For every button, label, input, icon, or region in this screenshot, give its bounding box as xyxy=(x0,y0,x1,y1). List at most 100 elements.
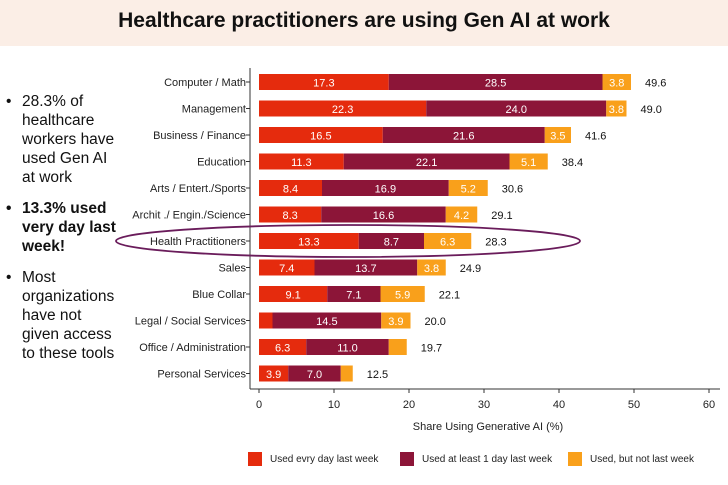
category-label: Sales xyxy=(218,263,246,275)
bullet-item: • 13.3% used very day last week! xyxy=(6,199,118,256)
data-label: 7.0 xyxy=(307,369,322,381)
legend-item-not-last-week: Used, but not last week xyxy=(568,452,694,466)
bar-segment xyxy=(388,339,407,355)
bar-segment xyxy=(272,312,382,329)
bullet-text: 13.3% used very day last week! xyxy=(22,200,116,255)
data-label: 8.3 xyxy=(282,210,297,222)
x-tick-label: 40 xyxy=(553,399,565,411)
data-label: 16.5 xyxy=(310,131,331,143)
legend-swatch-daily xyxy=(248,452,262,466)
x-tick-label: 60 xyxy=(703,399,715,411)
category-label: Arts / Entert./Sports xyxy=(150,183,246,195)
total-label: 28.3 xyxy=(485,237,506,249)
total-label: 22.1 xyxy=(439,290,460,302)
total-label: 24.9 xyxy=(460,263,481,275)
bar-segment xyxy=(606,100,627,117)
page-title: Healthcare practitioners are using Gen A… xyxy=(118,9,610,32)
category-label: Management xyxy=(182,104,246,116)
bar-segment xyxy=(388,74,603,90)
x-tick-label: 20 xyxy=(403,399,415,411)
x-axis-label: Share Using Generative AI (%) xyxy=(413,421,563,433)
data-label: 13.3 xyxy=(298,237,319,249)
data-label: 3.8 xyxy=(424,263,439,275)
bar-segment xyxy=(259,206,322,223)
category-label: Legal / Social Services xyxy=(135,316,247,328)
legend-label: Used evry day last week xyxy=(270,453,379,465)
bullet-dot: • xyxy=(6,269,12,286)
category-label: Personal Services xyxy=(157,369,246,381)
category-label: Business / Finance xyxy=(153,130,246,142)
bar-segment xyxy=(259,312,273,329)
bullet-item: • 28.3% of healthcare workers have used … xyxy=(6,92,118,187)
bar-segment xyxy=(259,233,359,249)
bar-segment xyxy=(259,286,328,302)
bar-segment xyxy=(417,259,446,276)
data-label: 13.7 xyxy=(355,263,376,275)
data-label: 22.1 xyxy=(416,157,437,169)
data-label: 5.2 xyxy=(461,184,476,196)
bar-segment xyxy=(259,259,315,276)
bar-segment xyxy=(509,153,548,170)
category-label: Blue Collar xyxy=(192,289,246,301)
category-label: Computer / Math xyxy=(164,77,246,89)
data-label: 21.6 xyxy=(453,131,474,143)
data-label: 3.9 xyxy=(388,316,403,328)
title-band xyxy=(0,0,728,46)
total-label: 12.5 xyxy=(367,369,388,381)
total-label: 29.1 xyxy=(491,210,512,222)
data-label: 5.9 xyxy=(395,290,410,302)
bar-segment xyxy=(426,100,607,117)
bar-segment xyxy=(380,286,425,302)
bar-segment xyxy=(424,233,472,249)
bullet-dot: • xyxy=(6,93,12,110)
bar-segment xyxy=(382,127,545,143)
bar-segment xyxy=(544,127,571,143)
category-label: Office / Administration xyxy=(139,342,246,354)
bar-segment xyxy=(259,180,322,196)
data-label: 6.3 xyxy=(440,237,455,249)
category-label: Education xyxy=(197,157,246,169)
bar-segment xyxy=(288,365,341,382)
data-label: 28.5 xyxy=(485,78,506,90)
bar-segment xyxy=(340,365,353,382)
data-label: 24.0 xyxy=(506,104,527,116)
total-label: 49.6 xyxy=(645,78,666,90)
bar-segment xyxy=(259,339,307,355)
bullet-text: Most organizations have not given access… xyxy=(22,269,115,362)
legend-label: Used at least 1 day last week xyxy=(422,453,553,465)
bar-segment xyxy=(358,233,424,249)
bar-segment xyxy=(327,286,381,302)
x-tick-label: 50 xyxy=(628,399,640,411)
total-label: 41.6 xyxy=(585,131,606,143)
data-label: 3.8 xyxy=(609,104,624,116)
data-label: 3.5 xyxy=(550,131,565,143)
total-label: 19.7 xyxy=(421,343,442,355)
total-label: 30.6 xyxy=(502,184,523,196)
bar-segment xyxy=(445,206,478,223)
bar-segment xyxy=(259,153,344,170)
bar-segment xyxy=(259,100,427,117)
bar-segment xyxy=(314,259,418,276)
data-label: 4.2 xyxy=(454,210,469,222)
data-label: 14.5 xyxy=(316,316,337,328)
data-label: 16.6 xyxy=(373,210,394,222)
data-label: 11.0 xyxy=(337,343,358,355)
bar-segment xyxy=(321,206,446,223)
data-label: 9.1 xyxy=(285,290,300,302)
total-label: 20.0 xyxy=(425,316,446,328)
data-label: 7.4 xyxy=(279,263,294,275)
legend-swatch-weekly xyxy=(400,452,414,466)
category-label: Health Practitioners xyxy=(150,236,246,248)
bar-segment xyxy=(322,180,449,196)
bar-segment xyxy=(259,74,389,90)
bar-segment xyxy=(259,365,289,382)
data-label: 16.9 xyxy=(375,184,396,196)
bar-segment xyxy=(306,339,389,355)
data-label: 17.3 xyxy=(313,78,334,90)
total-label: 38.4 xyxy=(562,157,583,169)
data-label: 3.9 xyxy=(266,369,281,381)
bullet-text: 28.3% of healthcare workers have used Ge… xyxy=(22,93,115,186)
chart-legend: Used evry day last week Used at least 1 … xyxy=(0,452,728,472)
highlight-ellipse xyxy=(115,224,581,258)
